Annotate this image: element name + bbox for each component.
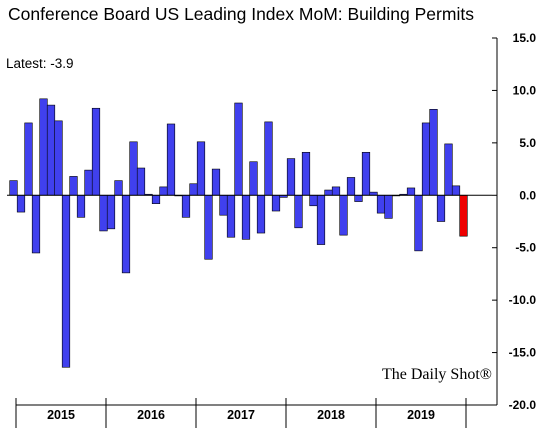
bar bbox=[99, 194, 108, 232]
bar bbox=[211, 168, 221, 196]
y-tick-label: -15.0 bbox=[509, 346, 537, 360]
bar bbox=[249, 161, 258, 196]
y-tick-label: 10.0 bbox=[513, 83, 537, 97]
bar bbox=[196, 141, 206, 196]
chart-title: Conference Board US Leading Index MoM: B… bbox=[8, 4, 474, 24]
y-axis-ticks: 15.0 10.0 5.0 0.0 -5.0 -10.0 -15.0 -20.0 bbox=[492, 31, 536, 412]
x-tick-label: 2015 bbox=[47, 408, 75, 422]
x-tick-label: 2019 bbox=[407, 408, 435, 422]
bar bbox=[331, 186, 341, 196]
bar bbox=[339, 194, 348, 236]
bar bbox=[234, 102, 243, 196]
bar bbox=[316, 194, 326, 245]
bar bbox=[294, 194, 303, 229]
bar bbox=[346, 177, 356, 196]
bar bbox=[451, 185, 461, 196]
bar bbox=[406, 187, 416, 196]
bar-series bbox=[9, 98, 468, 368]
bar bbox=[24, 122, 33, 196]
bar bbox=[76, 194, 86, 218]
bar bbox=[54, 120, 63, 196]
bar bbox=[136, 167, 146, 196]
bar bbox=[361, 151, 371, 196]
bar bbox=[114, 180, 123, 196]
x-tick-label: 2018 bbox=[317, 408, 345, 422]
x-tick-label: 2017 bbox=[227, 408, 255, 422]
bar bbox=[159, 186, 168, 196]
bar bbox=[271, 194, 281, 212]
bar bbox=[301, 151, 311, 196]
bar bbox=[129, 141, 138, 196]
bar bbox=[264, 121, 273, 196]
bar bbox=[31, 194, 41, 254]
bar bbox=[444, 143, 453, 196]
bar bbox=[286, 158, 296, 196]
bar bbox=[9, 180, 18, 196]
bar bbox=[69, 176, 78, 196]
latest-value-label: Latest: -3.9 bbox=[6, 56, 74, 71]
bar bbox=[414, 194, 423, 252]
bar bbox=[16, 194, 26, 213]
y-tick-label: 15.0 bbox=[513, 31, 537, 45]
bar bbox=[204, 194, 213, 260]
bar bbox=[436, 194, 446, 222]
y-tick-label: -5.0 bbox=[515, 241, 536, 255]
y-tick-label: 0.0 bbox=[519, 188, 536, 202]
bar bbox=[376, 194, 386, 214]
bar bbox=[429, 109, 438, 196]
bar bbox=[219, 194, 228, 216]
bar bbox=[91, 107, 101, 196]
bar bbox=[46, 104, 56, 196]
bar bbox=[106, 194, 116, 230]
chart-axes bbox=[7, 38, 498, 406]
bar bbox=[151, 194, 161, 204]
x-tick-label: 2016 bbox=[137, 408, 165, 422]
bar bbox=[324, 189, 333, 196]
y-tick-label: 5.0 bbox=[519, 136, 536, 150]
bar bbox=[166, 123, 176, 196]
bar bbox=[256, 194, 266, 234]
bar bbox=[121, 194, 131, 274]
y-tick-label: -10.0 bbox=[509, 293, 537, 307]
bar bbox=[384, 194, 393, 219]
bar bbox=[181, 194, 191, 218]
bar bbox=[421, 122, 431, 196]
y-tick-label: -20.0 bbox=[509, 398, 537, 412]
bar bbox=[39, 98, 48, 196]
bar bbox=[354, 194, 363, 202]
bar bbox=[84, 169, 93, 196]
bar bbox=[189, 183, 198, 196]
bar bbox=[226, 194, 236, 238]
bar bbox=[241, 194, 251, 240]
bar bbox=[61, 194, 71, 368]
source-logo: The Daily Shot® bbox=[382, 366, 492, 383]
x-axis-ticks: 2015 2016 2017 2018 2019 bbox=[15, 398, 467, 428]
bar-latest bbox=[459, 194, 468, 237]
bar bbox=[309, 194, 318, 207]
